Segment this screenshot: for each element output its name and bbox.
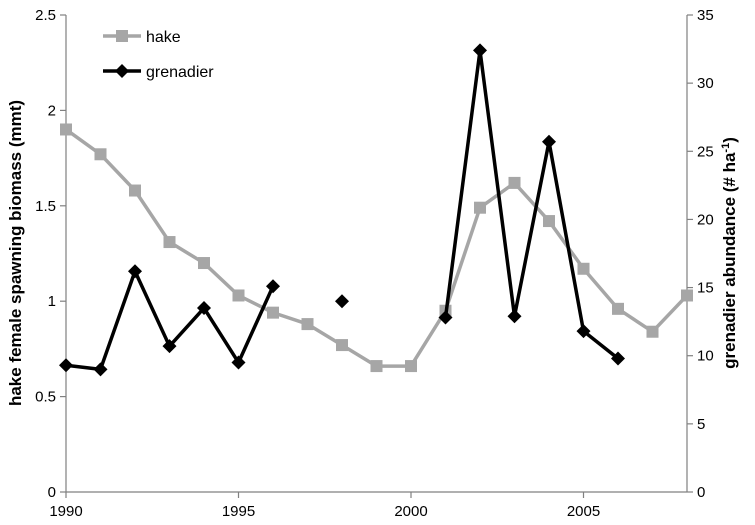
series-grenadier-line — [443, 48, 620, 360]
point-hake — [612, 302, 624, 315]
legend-grenadier-marker — [115, 64, 129, 78]
y-axis-right-title-sup: -1 — [720, 143, 732, 153]
x-tick-label: 1990 — [49, 503, 82, 520]
y-left-tick-label: 1 — [48, 293, 56, 310]
legend-item-hake: hake — [103, 29, 181, 46]
point-hake — [232, 289, 245, 302]
y-left-tick-label: 2 — [48, 102, 56, 119]
series-grenadier — [59, 43, 625, 377]
point-grenadier — [128, 264, 142, 279]
point-grenadier — [197, 301, 211, 316]
point-hake — [198, 257, 210, 270]
plot-axes: 1990 1995 2000 2005 0 0.5 1 1.5 2 2.5 0 5 10 15 20 25 30… — [35, 7, 714, 520]
legend-hake-marker — [116, 30, 128, 42]
point-hake — [370, 360, 383, 373]
point-hake — [681, 289, 693, 302]
y-left-tick-label: 2.5 — [35, 7, 56, 24]
point-grenadier — [162, 339, 177, 354]
point-grenadier — [438, 310, 453, 325]
point-hake — [474, 201, 486, 214]
point-hake — [646, 325, 659, 338]
y-axis-right-title-main: grenadier abundance (# ha — [720, 152, 739, 369]
y-right-tick-label: 15 — [697, 280, 714, 297]
point-grenadier — [473, 43, 487, 58]
y-axis-left-title: hake female spawning biomass (mmt) — [6, 100, 25, 406]
point-hake — [405, 360, 417, 373]
point-grenadier — [542, 134, 556, 149]
point-hake — [336, 339, 348, 352]
y-right-tick-label: 20 — [697, 211, 714, 228]
point-grenadier — [266, 279, 280, 294]
point-hake — [60, 123, 72, 136]
y-right-tick-label: 35 — [697, 7, 714, 24]
y-axis-right-title-close: ) — [720, 137, 739, 143]
point-hake — [94, 148, 107, 161]
series-grenadier-line — [65, 269, 275, 372]
y-right-tick-label: 10 — [697, 348, 714, 365]
point-hake — [129, 184, 141, 197]
y-axis-right-title: grenadier abundance (# ha-1) — [720, 137, 739, 369]
y-right-tick-label: 30 — [697, 75, 714, 92]
point-hake — [163, 236, 176, 249]
series-layer — [59, 43, 693, 377]
point-hake — [267, 306, 279, 319]
series-hake — [60, 123, 693, 373]
point-hake — [543, 215, 555, 228]
tick-marks — [60, 14, 693, 498]
y-right-tick-label: 5 — [697, 416, 705, 433]
y-left-tick-label: 0.5 — [35, 389, 56, 406]
point-grenadier — [231, 355, 246, 370]
point-grenadier — [611, 351, 625, 366]
y-right-tick-label: 0 — [697, 484, 705, 501]
point-hake — [577, 262, 590, 275]
point-grenadier — [59, 358, 73, 373]
x-tick-label: 1995 — [222, 503, 255, 520]
point-grenadier — [507, 309, 522, 324]
point-hake — [301, 318, 314, 331]
legend-item-grenadier: grenadier — [103, 64, 214, 81]
legend-hake-label: hake — [146, 29, 181, 46]
y-left-tick-label: 0 — [48, 484, 56, 501]
series-hake-line — [64, 128, 689, 368]
tick-labels: 1990 1995 2000 2005 0 0.5 1 1.5 2 2.5 0 5 10 15 20 25 30… — [35, 7, 714, 520]
point-grenadier — [93, 362, 108, 377]
legend-grenadier-label: grenadier — [146, 64, 214, 81]
x-tick-label: 2005 — [567, 503, 600, 520]
point-grenadier — [335, 294, 349, 309]
y-right-tick-label: 25 — [697, 143, 714, 160]
y-left-tick-label: 1.5 — [35, 198, 56, 215]
legend: hake grenadier — [103, 29, 214, 81]
point-hake — [508, 176, 521, 189]
point-grenadier — [576, 324, 591, 339]
x-tick-label: 2000 — [394, 503, 427, 520]
